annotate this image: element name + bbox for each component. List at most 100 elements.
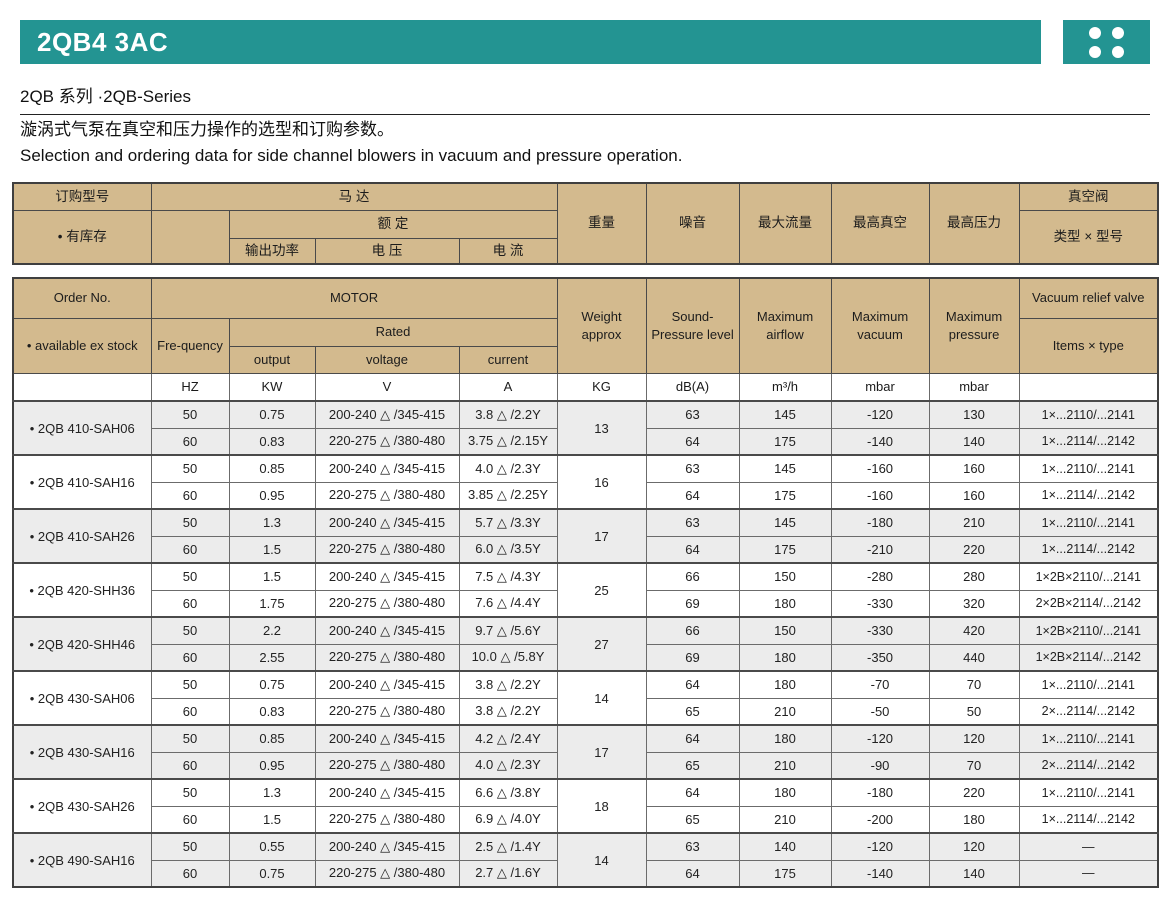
- pressure-cell: 120: [928, 832, 1020, 861]
- valve-cell: 1×...2110/...2141: [1018, 454, 1159, 483]
- output-cell: 0.55: [228, 832, 316, 861]
- table-row: • 2QB 490-SAH16 50 0.55 200-240 △ /345-415 2…: [12, 832, 1159, 888]
- table-row: • 2QB 410-SAH06 50 0.75 200-240 △ /345-415 3…: [12, 400, 1159, 456]
- voltage-cell: 200-240 △ /345-415: [314, 616, 460, 645]
- pressure-cell: 140: [928, 427, 1020, 456]
- current-cell: 3.8 △ /2.2Y: [458, 697, 558, 726]
- valve-cell: 2×2B×2114/...2142: [1018, 589, 1159, 618]
- vacuum-cell: -140: [830, 427, 930, 456]
- table-row: 60 1.5 220-275 △ /380-480 6.0 △ /3.5Y 64 175-…: [13, 535, 1159, 564]
- valve-cell: 1×...2110/...2141: [1018, 400, 1159, 429]
- current-cell: 3.85 △ /2.25Y: [458, 481, 558, 510]
- en-weight-header: Weight approx: [556, 277, 647, 374]
- weight-cell: 13: [556, 400, 647, 456]
- frequency-cell: 60: [150, 643, 230, 672]
- output-cell: 0.83: [228, 427, 316, 456]
- output-cell: 1.75: [228, 589, 316, 618]
- zh-ex-stock-header: • 有库存: [12, 209, 152, 265]
- noise-cell: 64: [645, 670, 740, 699]
- table-row: • 2QB 430-SAH26 50 1.3 200-240 △ /345-415 6.…: [12, 778, 1159, 834]
- current-cell: 7.5 △ /4.3Y: [458, 562, 558, 591]
- voltage-cell: 200-240 △ /345-415: [314, 400, 460, 429]
- pressure-cell: 70: [928, 751, 1020, 780]
- output-cell: 2.55: [228, 643, 316, 672]
- airflow-cell: 175: [738, 535, 832, 564]
- pressure-cell: 280: [928, 562, 1020, 591]
- valve-cell: 1×...2114/...2142: [1018, 481, 1159, 510]
- four-dots-icon: [1089, 26, 1124, 58]
- noise-cell: 66: [645, 562, 740, 591]
- valve-cell: 1×...2114/...2142: [1018, 427, 1159, 456]
- pressure-cell: 70: [928, 670, 1020, 699]
- frequency-cell: 50: [150, 508, 230, 537]
- description: 漩涡式气泵在真空和压力操作的选型和订购参数。 Selection and ord…: [20, 117, 682, 169]
- current-cell: 5.7 △ /3.3Y: [458, 508, 558, 537]
- voltage-cell: 200-240 △ /345-415: [314, 508, 460, 537]
- voltage-cell: 220-275 △ /380-480: [314, 751, 460, 780]
- unit-db: dB(A): [645, 372, 740, 402]
- zh-max-vacuum-header: 最高真空: [830, 182, 930, 265]
- output-cell: 1.3: [228, 778, 316, 807]
- unit-hz: HZ: [150, 372, 230, 402]
- spec-table: 订购型号 马 达 重量 噪音 最大流量 最高真空 最高压力 真空阀 • 有库存 …: [12, 182, 1160, 888]
- vacuum-cell: -70: [830, 670, 930, 699]
- table-row: 60 1.5 220-275 △ /380-480 6.9 △ /4.0Y 65 210-…: [13, 805, 1159, 834]
- output-cell: 2.2: [228, 616, 316, 645]
- airflow-cell: 180: [738, 724, 832, 753]
- zh-motor-header: 马 达: [150, 182, 558, 211]
- voltage-cell: 220-275 △ /380-480: [314, 535, 460, 564]
- unit-mbar-vacuum: mbar: [830, 372, 930, 402]
- valve-cell: 1×2B×2114/...2142: [1018, 643, 1159, 672]
- vacuum-cell: -280: [830, 562, 930, 591]
- unit-v: V: [314, 372, 460, 402]
- weight-cell: 17: [556, 724, 647, 780]
- weight-cell: 18: [556, 778, 647, 834]
- weight-cell: 27: [556, 616, 647, 672]
- voltage-cell: 200-240 △ /345-415: [314, 724, 460, 753]
- output-cell: 1.5: [228, 562, 316, 591]
- airflow-cell: 175: [738, 427, 832, 456]
- en-valve-items-header: Items × type: [1018, 317, 1159, 374]
- valve-cell: 1×...2110/...2141: [1018, 778, 1159, 807]
- current-cell: 7.6 △ /4.4Y: [458, 589, 558, 618]
- pressure-cell: 320: [928, 589, 1020, 618]
- valve-cell: —: [1018, 859, 1159, 888]
- frequency-cell: 50: [150, 400, 230, 429]
- dot-icon: [1112, 45, 1124, 58]
- frequency-cell: 50: [150, 562, 230, 591]
- en-current-header: current: [458, 345, 558, 374]
- frequency-cell: 60: [150, 805, 230, 834]
- pressure-cell: 120: [928, 724, 1020, 753]
- airflow-cell: 145: [738, 454, 832, 483]
- noise-cell: 64: [645, 535, 740, 564]
- zh-weight-header: 重量: [556, 182, 647, 265]
- airflow-cell: 180: [738, 670, 832, 699]
- spec-table-chinese-header: 订购型号 马 达 重量 噪音 最大流量 最高真空 最高压力 真空阀 • 有库存 …: [12, 182, 1160, 265]
- current-cell: 10.0 △ /5.8Y: [458, 643, 558, 672]
- valve-cell: —: [1018, 832, 1159, 861]
- frequency-cell: 60: [150, 751, 230, 780]
- current-cell: 3.8 △ /2.2Y: [458, 400, 558, 429]
- pressure-cell: 160: [928, 454, 1020, 483]
- unit-m3h: m³/h: [738, 372, 832, 402]
- table-row: • 2QB 420-SHH36 50 1.5 200-240 △ /345-415 7.…: [12, 562, 1159, 618]
- model-cell: • 2QB 430-SAH06: [12, 670, 152, 726]
- table-row: 60 0.75 220-275 △ /380-480 2.7 △ /1.6Y 64 175…: [13, 859, 1159, 888]
- output-cell: 1.5: [228, 805, 316, 834]
- model-cell: • 2QB 410-SAH16: [12, 454, 152, 510]
- pressure-cell: 130: [928, 400, 1020, 429]
- table-row: 60 1.75 220-275 △ /380-480 7.6 △ /4.4Y 69 180…: [13, 589, 1159, 618]
- vacuum-cell: -90: [830, 751, 930, 780]
- model-cell: • 2QB 420-SHH36: [12, 562, 152, 618]
- unit-kg: KG: [556, 372, 647, 402]
- voltage-cell: 220-275 △ /380-480: [314, 859, 460, 888]
- header-gap: [12, 265, 1157, 277]
- description-zh: 漩涡式气泵在真空和压力操作的选型和订购参数。: [20, 120, 394, 139]
- empty-cell: [150, 209, 230, 265]
- frequency-cell: 60: [150, 535, 230, 564]
- vacuum-cell: -210: [830, 535, 930, 564]
- noise-cell: 69: [645, 643, 740, 672]
- voltage-cell: 220-275 △ /380-480: [314, 643, 460, 672]
- series-heading: 2QB 系列 ·2QB-Series: [20, 82, 1150, 115]
- noise-cell: 64: [645, 427, 740, 456]
